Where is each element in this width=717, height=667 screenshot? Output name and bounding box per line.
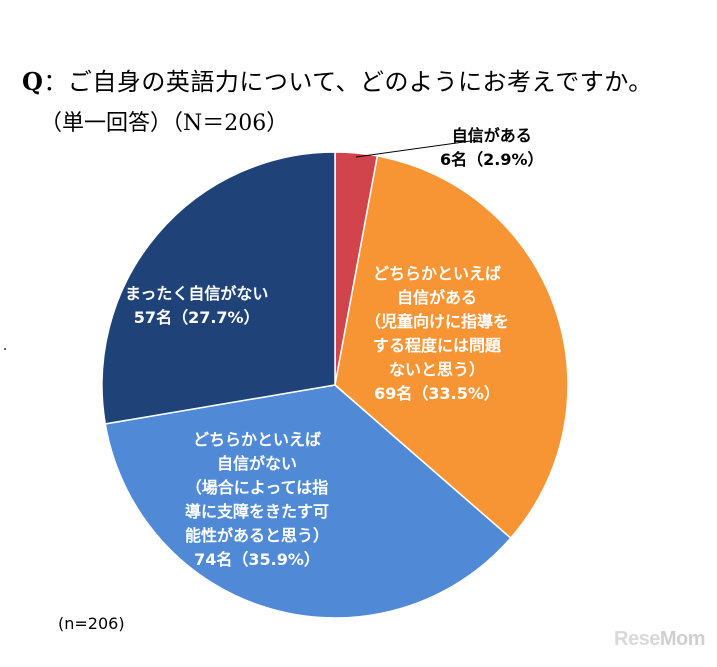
slice-label-line: 自信がない	[217, 454, 298, 473]
slice-label-line: どちらかといえば	[193, 430, 322, 449]
slice-not-confident	[101, 151, 336, 425]
label-somewhat-not-confident: どちらかといえば 自信がない （場合によっては指 導に支障をきたす可 能性があると思う）…	[185, 428, 329, 572]
slice-label-line: 自信がある	[397, 288, 478, 307]
slice-label-line: 74名（35.9%）	[194, 550, 320, 569]
slice-label-line: 能性があると思う）	[185, 526, 330, 545]
slice-somewhat-not-confident	[104, 384, 512, 619]
chart-title: Q：ご自身の英語力について、どのようにお考えですか。	[22, 62, 653, 97]
slice-somewhat-confident	[334, 155, 569, 540]
label-confident: 自信がある 6名（2.9%）	[440, 124, 544, 172]
slice-label-line: どちらかといえば	[373, 264, 502, 283]
slice-label-line: 自信がある	[451, 126, 532, 145]
slice-label-line: 6名（2.9%）	[440, 150, 544, 169]
stray-mark	[4, 348, 6, 350]
sample-size-note: (n=206)	[58, 614, 125, 633]
slice-label-line: 導に支障をきたす可	[185, 502, 330, 521]
label-not-confident: まったく自信がない 57名（27.7%）	[125, 282, 268, 330]
resemom-logo: ReseMom	[614, 628, 705, 650]
slice-label-line: （場合によっては指	[185, 478, 329, 497]
slice-label-line: 69名（33.5%）	[374, 384, 500, 403]
chart-subtitle: （単一回答）（N＝206）	[40, 111, 289, 136]
slice-label-line: （児童向けに指導を	[365, 312, 510, 331]
question-text: ：ご自身の英語力について、どのようにお考えですか。	[43, 68, 653, 96]
slice-label-line: 57名（27.7%）	[133, 308, 260, 327]
label-somewhat-confident: どちらかといえば 自信がある （児童向けに指導を する程度には問題 ないと思う） 69名（…	[365, 262, 509, 406]
question-marker: Q	[22, 67, 44, 96]
leader-line	[355, 139, 479, 158]
slice-label-line: ないと思う）	[389, 360, 486, 379]
slice-label-line: する程度には問題	[373, 336, 502, 355]
slice-label-line: まったく自信がない	[125, 284, 269, 303]
